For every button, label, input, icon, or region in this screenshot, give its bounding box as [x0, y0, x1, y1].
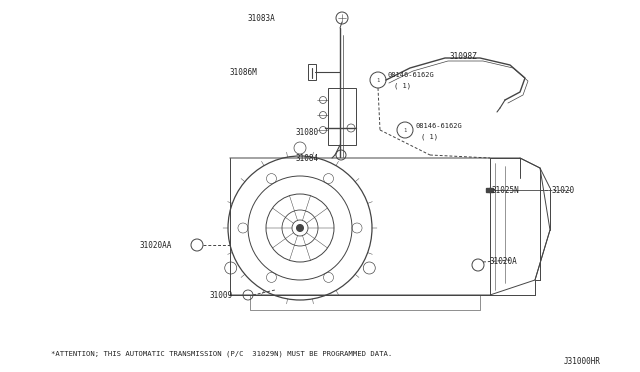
Text: 31025N: 31025N — [492, 186, 520, 195]
Text: 31020AA: 31020AA — [140, 241, 172, 250]
Text: ( 1): ( 1) — [421, 134, 438, 140]
Text: 31086M: 31086M — [230, 67, 258, 77]
Text: 31083A: 31083A — [248, 13, 276, 22]
Text: 08146-6162G: 08146-6162G — [388, 72, 435, 78]
Text: 31098Z: 31098Z — [450, 51, 477, 61]
Circle shape — [296, 224, 303, 231]
Text: 31020: 31020 — [552, 186, 575, 195]
Text: 1: 1 — [403, 128, 406, 132]
Text: J31000HR: J31000HR — [563, 357, 600, 366]
Text: 31020A: 31020A — [490, 257, 518, 266]
Bar — [328, 88, 356, 145]
Text: 1: 1 — [376, 77, 380, 83]
Text: ( 1): ( 1) — [394, 83, 411, 89]
Text: *ATTENTION; THIS AUTOMATIC TRANSMISSION (P/C  31029N) MUST BE PROGRAMMED DATA.: *ATTENTION; THIS AUTOMATIC TRANSMISSION … — [51, 351, 392, 357]
Text: 08146-6162G: 08146-6162G — [415, 123, 461, 129]
Text: 31009: 31009 — [210, 291, 233, 299]
Text: 31080: 31080 — [295, 128, 318, 137]
Text: 31084: 31084 — [296, 154, 319, 163]
